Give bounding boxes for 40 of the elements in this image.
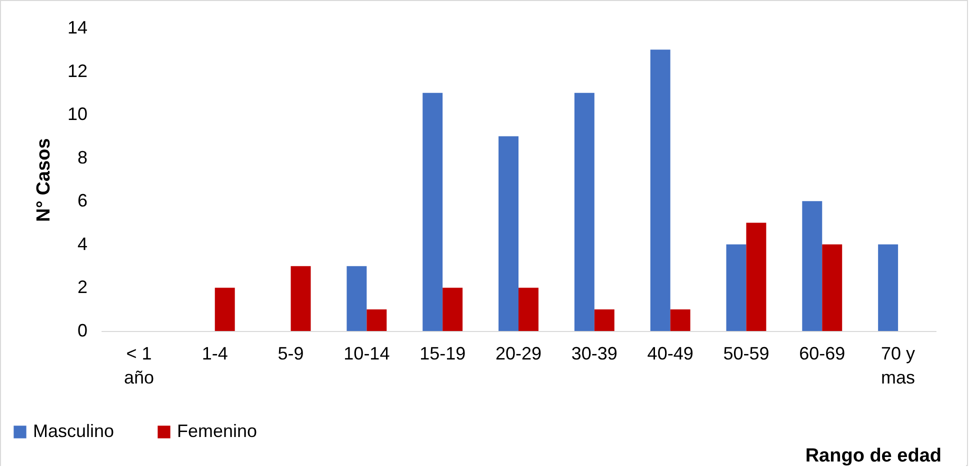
y-tick-label: 0 [77, 320, 88, 340]
bar [746, 222, 766, 331]
x-tick-label: 15-19 [420, 344, 466, 364]
bar [822, 244, 842, 331]
x-tick-label: 10-14 [344, 344, 390, 364]
y-tick-label: 14 [67, 18, 88, 38]
x-tick-label: 1-4 [202, 344, 228, 364]
bar [726, 244, 746, 331]
x-tick-label: 70 y mas [881, 344, 916, 388]
bar [670, 309, 690, 331]
x-tick-label: 30-39 [571, 344, 618, 364]
y-axis-title: N° Casos [33, 138, 54, 222]
y-tick-label: 8 [77, 147, 88, 168]
bar [442, 288, 463, 331]
x-tick-label: < 1 año [124, 344, 154, 388]
x-tick-label: 5-9 [278, 344, 304, 364]
y-tick-label: 4 [77, 234, 88, 254]
bar [594, 309, 614, 331]
y-tick-label: 2 [77, 277, 88, 298]
x-axis-title: Rango de edad [805, 446, 942, 466]
legend-label: Femenino [177, 421, 258, 441]
bar [802, 201, 822, 331]
x-tick-label: 50-59 [723, 344, 770, 364]
legend-label: Masculino [33, 421, 114, 441]
bar [574, 92, 594, 331]
x-tick-label: 60-69 [799, 344, 846, 364]
bar [346, 266, 367, 331]
bar [214, 288, 235, 331]
bar [650, 50, 670, 331]
y-tick-label: 12 [67, 60, 88, 81]
x-tick-label: 20-29 [495, 344, 542, 364]
x-tick-label: 40-49 [647, 344, 694, 364]
bar [422, 92, 443, 331]
y-tick-label: 10 [67, 104, 88, 124]
bar [366, 309, 387, 331]
y-tick-label: 6 [77, 190, 88, 211]
bar [518, 288, 538, 331]
bar [878, 244, 898, 331]
bar [290, 266, 311, 331]
bar [498, 136, 518, 331]
